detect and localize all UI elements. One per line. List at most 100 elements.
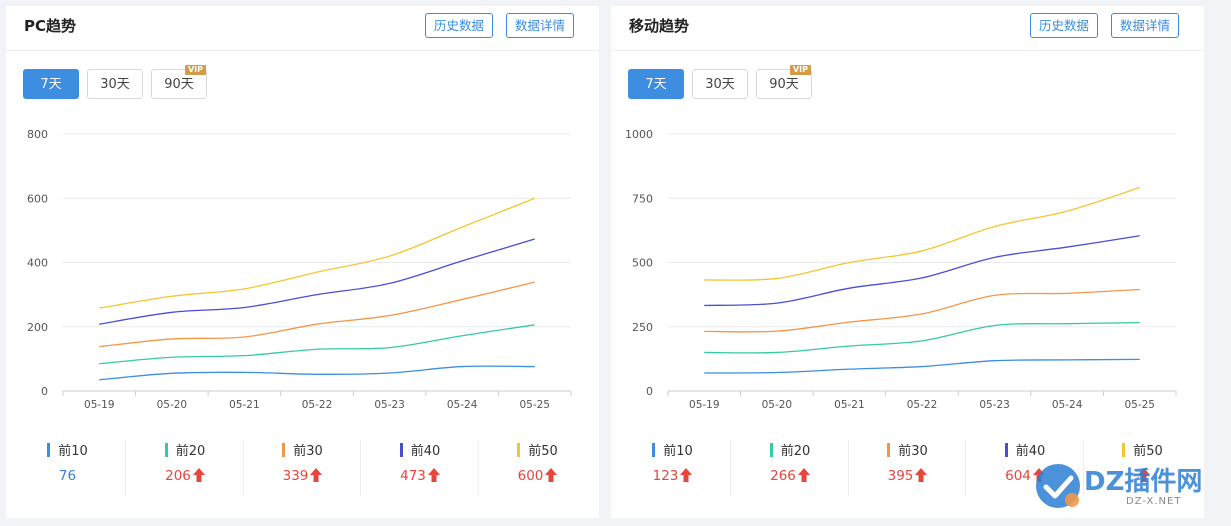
range-90d-button[interactable]: 90天 VIP	[151, 65, 207, 99]
legend-label-text: 前50	[528, 444, 558, 459]
x-tick-label: 05-19	[84, 399, 115, 411]
legend-label-text: 前30	[293, 444, 323, 459]
history-data-button[interactable]: 历史数据	[425, 13, 494, 38]
range-30d-button[interactable]: 30天	[87, 69, 143, 99]
y-tick-label: 750	[632, 192, 653, 205]
legend-value: 266	[732, 468, 849, 484]
legend-divider	[1082, 440, 1084, 496]
legend-label: 前40	[967, 440, 1084, 459]
series-line-前30	[704, 288, 1140, 333]
trend-up-icon	[427, 468, 440, 482]
x-tick-label: 05-19	[689, 399, 720, 411]
legend-item: 前20 206	[127, 438, 244, 498]
legend-label: 前10	[614, 440, 731, 459]
legend-label-text: 前20	[175, 444, 206, 459]
y-tick-label: 800	[27, 128, 48, 141]
trend-up-icon	[1137, 468, 1150, 482]
legend-divider	[847, 440, 849, 496]
legend-divider	[477, 440, 479, 496]
legend-value-text: 76	[58, 468, 77, 484]
x-tick-label: 05-24	[447, 399, 478, 411]
watermark-logo-icon	[1036, 464, 1080, 508]
y-tick-label: 0	[41, 385, 48, 398]
pc-trend-line-chart: 0 200 400 600 800 05-19 05-20 05-21 05-22 05-23 05…	[27, 128, 572, 411]
trend-up-icon	[310, 468, 323, 482]
legend-value-text: 123	[652, 468, 679, 484]
watermark-subtext: DZ-X.NET	[1126, 496, 1182, 507]
legend-item: 前10 76	[9, 438, 126, 498]
legend-label-text: 前40	[1015, 444, 1046, 459]
legend-value: 600	[479, 468, 596, 484]
series-line-前50	[99, 197, 535, 309]
legend-value: 395	[849, 468, 966, 484]
legend-value-text: 600	[517, 468, 544, 484]
legend-value: 206	[127, 468, 244, 484]
trend-up-icon	[545, 468, 558, 482]
y-tick-label: 250	[632, 321, 653, 334]
range-7d-button[interactable]: 7天	[23, 69, 79, 99]
y-tick-label: 500	[632, 257, 653, 270]
range-90d-button[interactable]: 90天 VIP	[756, 65, 812, 99]
legend-item: 前50 600	[479, 438, 596, 498]
trend-up-icon	[797, 468, 810, 482]
legend-label: 前10	[9, 440, 126, 459]
legend-color-mark	[47, 443, 51, 457]
trend-up-icon	[192, 468, 205, 482]
mobile-trend-panel: 移动趋势 历史数据 数据详情 7天 30天 90天 VIP 0 250 500 750…	[611, 6, 1204, 518]
series-line-前10	[704, 358, 1140, 374]
legend-item: 前30 339	[244, 438, 361, 498]
legend-divider	[730, 440, 731, 496]
series-line-前10	[99, 365, 535, 381]
x-tick-label: 05-21	[834, 399, 865, 411]
panel-title: 移动趋势	[629, 17, 690, 35]
trend-up-icon	[915, 468, 928, 482]
mobile-trend-line-chart: 0 250 500 750 1000 05-19 05-20 05-21 05-22 05-23 0…	[625, 128, 1177, 411]
legend-color-mark	[517, 443, 521, 457]
legend-value-text: 206	[165, 468, 191, 484]
pc-trend-panel: PC趋势 历史数据 数据详情 7天 30天 90天 VIP 0 200 400 600…	[6, 6, 599, 518]
legend-label-text: 前20	[780, 444, 811, 459]
x-tick-label: 05-24	[1052, 399, 1083, 411]
legend-label: 前20	[732, 440, 849, 459]
series-line-前30	[99, 281, 535, 348]
panel-header: 移动趋势 历史数据 数据详情	[611, 6, 1204, 51]
legend-value	[1084, 468, 1201, 484]
range-7d-button[interactable]: 7天	[628, 69, 684, 99]
x-tick-label: 05-23	[979, 399, 1010, 411]
legend-label-text: 前30	[898, 444, 928, 459]
legend-label-text: 前10	[58, 444, 88, 459]
data-detail-button[interactable]: 数据详情	[506, 13, 575, 38]
legend-value-text: 604	[1005, 468, 1031, 484]
legend-label: 前40	[362, 440, 479, 459]
legend-item: 前50	[1084, 438, 1201, 498]
legend-color-mark	[652, 443, 656, 457]
legend-value-text: 339	[282, 468, 309, 484]
range-90d-label: 90天	[769, 77, 799, 92]
legend-value: 123	[614, 468, 731, 484]
legend-divider	[242, 440, 244, 496]
y-tick-label: 0	[646, 385, 653, 398]
legend-label: 前30	[244, 440, 361, 459]
legend-value: 339	[244, 468, 361, 484]
legend-divider	[360, 440, 361, 496]
range-30d-button[interactable]: 30天	[692, 69, 748, 99]
series-line-前20	[99, 324, 535, 365]
y-tick-label: 400	[27, 257, 48, 270]
legend-label-text: 前40	[410, 444, 441, 459]
series-line-前20	[704, 321, 1140, 354]
legend-color-mark	[1004, 443, 1008, 457]
legend-item: 前20 266	[732, 438, 849, 498]
y-tick-label: 200	[27, 321, 48, 334]
legend-label-text: 前10	[663, 444, 693, 459]
legend-item: 前30 395	[849, 438, 966, 498]
vip-badge: VIP	[789, 65, 811, 75]
legend-label: 前20	[127, 440, 244, 459]
legend-color-mark	[887, 443, 891, 457]
legend-label: 前50	[479, 440, 596, 459]
x-tick-label: 05-22	[302, 399, 333, 411]
watermark-text: DZ插件网	[1084, 467, 1203, 497]
data-detail-button[interactable]: 数据详情	[1111, 13, 1180, 38]
legend-label: 前50	[1084, 440, 1201, 459]
history-data-button[interactable]: 历史数据	[1030, 13, 1099, 38]
x-tick-label: 05-20	[157, 399, 188, 411]
